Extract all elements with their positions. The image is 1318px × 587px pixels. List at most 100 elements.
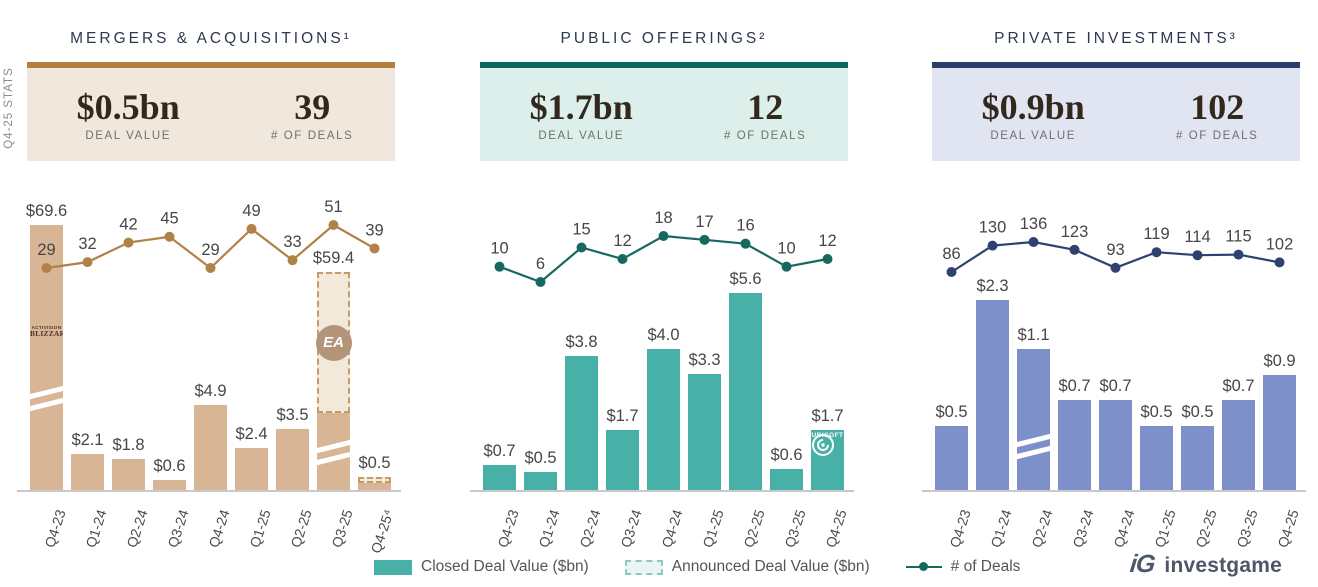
bar xyxy=(1263,375,1296,490)
x-axis-label: Q2-25 xyxy=(286,507,315,550)
bar xyxy=(565,356,598,490)
x-axis-label: Q3-24 xyxy=(1068,507,1097,550)
legend-deals-label: # of Deals xyxy=(950,558,1021,575)
bar-value-label: $0.7 xyxy=(1222,376,1255,395)
bar-value-label: $3.5 xyxy=(276,405,309,424)
x-axis-label: Q1-25 xyxy=(245,507,274,550)
bar-value-label: $0.5 xyxy=(524,448,557,467)
bar: ACTIVISIONBLIZZARD xyxy=(30,225,63,490)
bar-value-label: $1.1 xyxy=(1017,325,1050,344)
x-axis-label: Q1-24 xyxy=(81,507,110,550)
announced-bar: EA xyxy=(315,272,352,413)
bar-value-label: $0.9 xyxy=(1263,351,1296,370)
bar-value-label: $1.7 xyxy=(606,406,639,425)
x-axis-label: Q4-24 xyxy=(204,507,233,550)
deal-value-label: DEAL VALUE xyxy=(85,130,172,142)
bar-value-label: $5.6 xyxy=(729,269,762,288)
plot: $0.7 $0.5 $3.8 $1.7 $4.0 $3.3 $5.6 $0.6 UBISOFT $… xyxy=(483,190,844,490)
bar-value-label: $69.6 xyxy=(25,201,68,220)
panel-title: PUBLIC OFFERINGS² xyxy=(560,30,768,47)
deal-count-label: # OF DEALS xyxy=(723,130,807,142)
legend-item-announced: Announced Deal Value ($bn) xyxy=(624,558,870,576)
bar-value-label: $0.7 xyxy=(483,441,516,460)
bar xyxy=(153,480,186,490)
announced-bar xyxy=(358,477,391,483)
ubisoft-logo: UBISOFT xyxy=(811,432,844,456)
axis-break-mark xyxy=(1017,444,1050,459)
bar-value-label: $4.0 xyxy=(647,325,680,344)
stat-deal-count: 39 # OF DEALS xyxy=(229,68,395,161)
axis-break-mark xyxy=(30,384,63,399)
bar-value-label: $0.5 xyxy=(1181,402,1214,421)
stat-deal-count: 12 # OF DEALS xyxy=(682,68,848,161)
deal-count: 102 xyxy=(1190,87,1245,127)
bar xyxy=(524,472,557,490)
bar xyxy=(1222,400,1255,490)
stats-box: $0.9bn DEAL VALUE 102 # OF DEALS xyxy=(932,62,1300,161)
bar-value-label: $3.3 xyxy=(688,350,721,369)
x-axis-labels: Q4-23 Q1-24 Q2-24 Q3-24 Q4-24 Q1-25 Q2-25 Q3-25… xyxy=(935,492,1301,550)
x-axis xyxy=(470,490,854,492)
bar: UBISOFT xyxy=(811,430,844,490)
deal-count-label: # OF DEALS xyxy=(1175,130,1259,142)
ubisoft-logo-text: UBISOFT xyxy=(811,432,844,439)
deal-value: $0.9bn xyxy=(981,87,1085,127)
bar xyxy=(606,430,639,490)
stats-box: $0.5bn DEAL VALUE 39 # OF DEALS xyxy=(27,62,395,161)
stat-deal-value: $0.5bn DEAL VALUE xyxy=(27,68,229,161)
bar-value-label: $4.9 xyxy=(194,381,227,400)
bar-value-label: $2.3 xyxy=(976,276,1009,295)
bar-value-label: $0.6 xyxy=(770,445,803,464)
bar-value-label: $0.7 xyxy=(1058,376,1091,395)
bar-value-label: $0.7 xyxy=(1099,376,1132,395)
bar-value-label: $3.8 xyxy=(565,332,598,351)
x-axis-labels: Q4-23 Q1-24 Q2-24 Q3-24 Q4-24 Q1-25 Q2-25 Q3-25… xyxy=(483,492,849,550)
x-axis-label: Q2-24 xyxy=(122,507,151,550)
legend-announced-label: Announced Deal Value ($bn) xyxy=(671,558,870,575)
bar-value-label: $59.4 xyxy=(312,248,355,267)
ea-logo: EA xyxy=(315,324,352,361)
bar-value-label: $1.8 xyxy=(112,435,145,454)
x-axis-label: Q4-23 xyxy=(40,507,69,550)
investgame-logo-text: investgame xyxy=(1164,554,1282,577)
chart: $0.5 $2.3 $1.1 $0.7 $0.7 $0.5 $0.5 $0.7 $0.9 Q4-… xyxy=(922,190,1306,549)
bar xyxy=(935,426,968,490)
bar xyxy=(112,459,145,490)
deal-count: 39 xyxy=(294,87,331,127)
chart: $0.7 $0.5 $3.8 $1.7 $4.0 $3.3 $5.6 $0.6 UBISOFT $… xyxy=(470,190,854,549)
bar-value-label: $1.7 xyxy=(811,406,844,425)
bar xyxy=(194,405,227,490)
axis-break-mark xyxy=(1017,432,1050,447)
bar xyxy=(688,374,721,490)
panel-title: PRIVATE INVESTMENTS³ xyxy=(994,30,1238,47)
axis-break-mark xyxy=(30,396,63,411)
x-axis-labels: Q4-23 Q1-24 Q2-24 Q3-24 Q4-24 Q1-25 Q2-25 Q3-25… xyxy=(30,492,396,556)
legend-deals-marker xyxy=(905,562,942,572)
bar xyxy=(1017,349,1050,490)
bar-value-label: $2.1 xyxy=(71,430,104,449)
bar xyxy=(1181,426,1214,490)
x-axis xyxy=(922,490,1306,492)
deal-value-label: DEAL VALUE xyxy=(990,130,1077,142)
x-axis xyxy=(17,490,401,492)
bar xyxy=(770,469,803,490)
investgame-logo-mark: iG xyxy=(1128,550,1156,578)
stat-deal-count: 102 # OF DEALS xyxy=(1134,68,1300,161)
legend-closed-swatch xyxy=(374,559,412,575)
stat-deal-value: $0.9bn DEAL VALUE xyxy=(932,68,1134,161)
bar xyxy=(1099,400,1132,490)
stats-period-label: Q4-25 STATS xyxy=(3,67,15,149)
bar xyxy=(235,448,268,490)
investgame-logo: iG investgame xyxy=(1128,550,1282,579)
stat-deal-value: $1.7bn DEAL VALUE xyxy=(480,68,682,161)
panel: PRIVATE INVESTMENTS³ $0.9bn DEAL VALUE 1… xyxy=(922,0,1306,549)
bar-value-label: $0.6 xyxy=(153,456,186,475)
panel: PUBLIC OFFERINGS² $1.7bn DEAL VALUE 12 #… xyxy=(470,0,854,549)
legend-closed-label: Closed Deal Value ($bn) xyxy=(421,558,589,575)
bar-value-label: $0.5 xyxy=(358,453,391,472)
legend-announced-swatch xyxy=(624,559,663,575)
legend: Closed Deal Value ($bn) Announced Deal V… xyxy=(374,553,1020,581)
panel-title: MERGERS & ACQUISITIONS¹ xyxy=(70,30,352,47)
bar xyxy=(276,429,309,490)
bar xyxy=(1140,426,1173,490)
